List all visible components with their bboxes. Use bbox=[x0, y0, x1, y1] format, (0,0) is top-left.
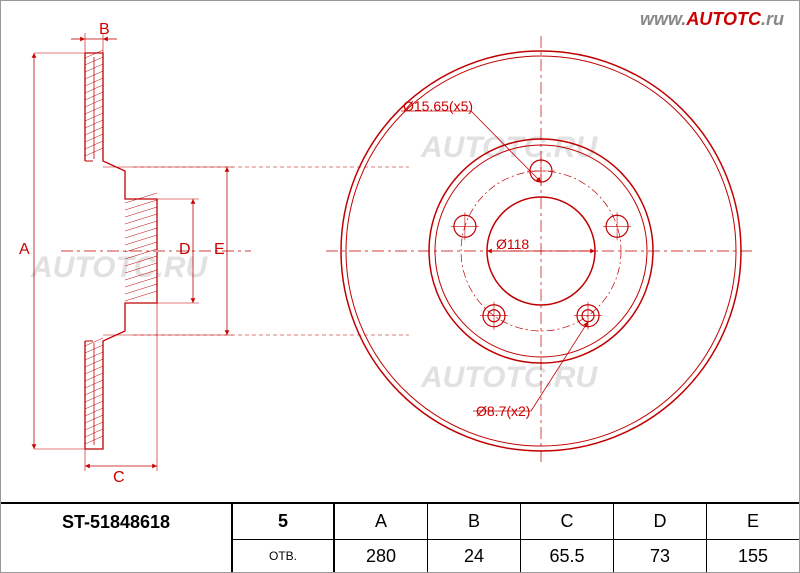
holes-label: ОТВ. bbox=[269, 549, 297, 563]
dim-val: 155 bbox=[707, 540, 799, 572]
callout-bolt: Ø15.65(x5) bbox=[403, 98, 473, 114]
dim-table: A280B24C65.5D73E155 bbox=[333, 502, 799, 572]
callout-pin: Ø8.7(x2) bbox=[476, 403, 530, 419]
callout-center: Ø118 bbox=[496, 236, 529, 252]
dim-head: E bbox=[707, 504, 799, 540]
label-A: A bbox=[19, 241, 30, 259]
label-C: C bbox=[113, 469, 125, 487]
dim-head: A bbox=[335, 504, 427, 540]
label-E: E bbox=[214, 241, 225, 259]
dim-col-C: C65.5 bbox=[521, 504, 614, 572]
dim-col-D: D73 bbox=[614, 504, 707, 572]
dim-head: D bbox=[614, 504, 706, 540]
diagram-container: www.AUTOTC.ru AUTOTC.RU AUTOTC.RU AUTOTC… bbox=[0, 0, 800, 573]
watermark-logo: www.AUTOTC.ru bbox=[640, 9, 784, 30]
wm-www: www. bbox=[640, 9, 686, 29]
wm-ru: .ru bbox=[761, 9, 784, 29]
dim-val: 65.5 bbox=[521, 540, 613, 572]
drawing-svg bbox=[1, 1, 800, 504]
dim-head: B bbox=[428, 504, 520, 540]
dim-col-B: B24 bbox=[428, 504, 521, 572]
part-number: ST-51848618 bbox=[62, 512, 170, 533]
info-bar: ST-51848618 5 ОТВ. A280B24C65.5D73E155 bbox=[1, 502, 799, 572]
label-B: B bbox=[99, 21, 110, 39]
label-D: D bbox=[179, 241, 191, 259]
wm-auto: AUTO bbox=[686, 9, 737, 29]
dim-col-A: A280 bbox=[335, 504, 428, 572]
dim-head: C bbox=[521, 504, 613, 540]
dim-val: 24 bbox=[428, 540, 520, 572]
dim-val: 73 bbox=[614, 540, 706, 572]
wm-tc: TC bbox=[737, 9, 761, 29]
holes-count: 5 bbox=[278, 511, 288, 532]
dim-val: 280 bbox=[335, 540, 427, 572]
part-number-box: ST-51848618 bbox=[1, 502, 233, 572]
holes-box: 5 ОТВ. bbox=[233, 502, 333, 572]
dim-col-E: E155 bbox=[707, 504, 799, 572]
